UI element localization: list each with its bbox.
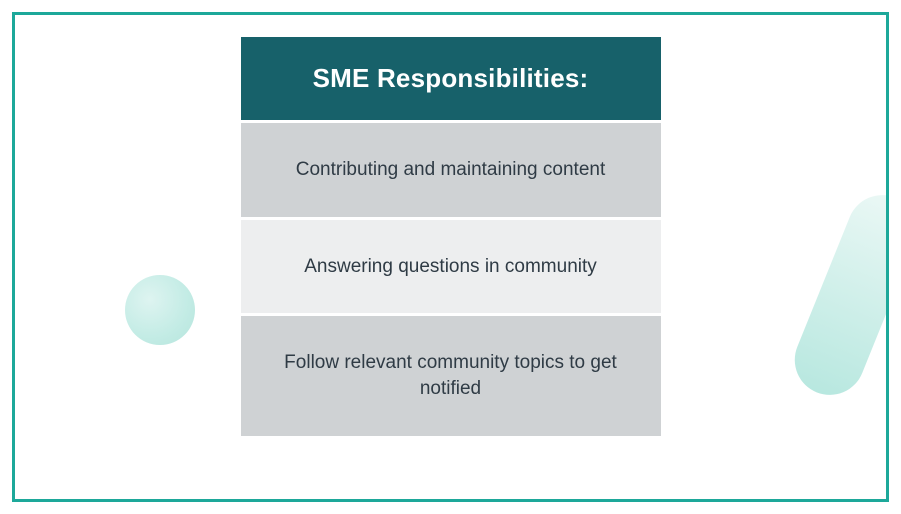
table-row-text: Follow relevant community topics to get … (284, 352, 617, 399)
decorative-pill-icon (784, 185, 889, 406)
infographic-frame: SME Responsibilities: Contributing and m… (12, 12, 889, 502)
table-row: Contributing and maintaining content (241, 123, 661, 217)
decorative-circle-icon (125, 275, 195, 345)
table-row-text: Answering questions in community (304, 256, 597, 277)
table-row: Follow relevant community topics to get … (241, 316, 661, 435)
table-row-text: Contributing and maintaining content (296, 159, 605, 180)
responsibilities-table: SME Responsibilities: Contributing and m… (241, 37, 661, 436)
table-row: Answering questions in community (241, 220, 661, 314)
table-header: SME Responsibilities: (241, 37, 661, 120)
table-header-text: SME Responsibilities: (313, 63, 589, 93)
